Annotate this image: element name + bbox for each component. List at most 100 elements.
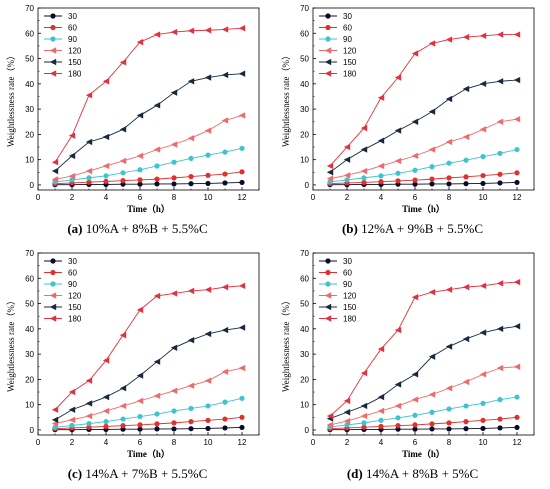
series-line-60: [54, 171, 243, 185]
data-point-180: [377, 345, 385, 353]
data-point-120: [496, 118, 504, 125]
data-point-120: [343, 172, 351, 179]
data-point-120: [68, 416, 76, 424]
panel-d: 0 2 4 6 8 10 12 0 10 20 30 40 50 60 70 Time（h） Weightles…: [275, 245, 550, 489]
data-point-150: [119, 385, 127, 392]
x-tick-label: 12: [513, 438, 522, 447]
data-point-30: [446, 181, 452, 187]
data-point-180: [119, 59, 127, 66]
x-axis-title: Time（h）: [127, 449, 170, 459]
series-line-120: [329, 366, 518, 426]
data-point-90: [205, 152, 211, 158]
data-point-60: [463, 174, 469, 180]
y-tick-label: 10: [25, 401, 34, 410]
panel-label-c: (c): [67, 466, 83, 481]
legend-marker-60: [50, 24, 56, 31]
data-point-30: [171, 181, 177, 187]
y-tick-label: 70: [25, 249, 34, 258]
data-point-150: [462, 335, 470, 343]
data-point-60: [412, 422, 418, 428]
x-tick-label: 12: [513, 193, 522, 202]
data-point-150: [428, 108, 436, 115]
data-point-120: [479, 371, 487, 378]
x-tick-label: 2: [70, 438, 75, 447]
x-tick-label: 6: [413, 438, 418, 447]
data-point-120: [326, 175, 334, 182]
data-point-90: [171, 159, 177, 165]
x-tick-label: 0: [311, 438, 316, 447]
y-tick-label: 50: [300, 300, 309, 309]
legend-label-90: 90: [68, 35, 77, 44]
data-point-60: [480, 172, 486, 179]
data-point-180: [513, 278, 521, 286]
data-point-150: [428, 353, 436, 360]
data-point-180: [377, 94, 385, 101]
data-point-90: [480, 154, 486, 160]
x-tick-label: 4: [379, 438, 384, 447]
data-point-180: [204, 27, 212, 34]
data-point-60: [514, 414, 520, 420]
data-point-90: [361, 420, 367, 426]
legend-label-180: 180: [68, 70, 82, 79]
data-point-30: [239, 424, 245, 431]
data-point-150: [170, 344, 178, 351]
x-tick-label: 10: [479, 193, 488, 202]
caption-text-c: 14%A + 7%B + 5.5%C: [85, 466, 208, 481]
data-point-90: [222, 149, 228, 155]
data-point-90: [171, 408, 177, 414]
y-tick-label: 20: [300, 130, 309, 139]
series-line-90: [54, 397, 243, 428]
y-tick-label: 10: [300, 156, 309, 165]
data-point-120: [85, 412, 93, 420]
data-point-180: [445, 286, 453, 293]
plot-frame-b: [312, 7, 535, 191]
x-tick-label: 0: [36, 193, 41, 202]
legend-label-180: 180: [343, 70, 357, 79]
data-point-60: [103, 423, 109, 430]
legend-marker-30: [50, 13, 56, 19]
data-point-30: [205, 180, 211, 187]
data-point-30: [188, 426, 194, 432]
data-point-90: [120, 416, 126, 422]
data-point-90: [188, 155, 194, 162]
data-point-180: [479, 32, 487, 40]
data-point-150: [360, 402, 368, 410]
data-point-90: [344, 422, 350, 428]
data-point-60: [395, 178, 401, 184]
legend-label-150: 150: [68, 58, 82, 67]
data-point-180: [360, 369, 368, 377]
legend-label-30: 30: [343, 12, 352, 21]
data-point-120: [187, 382, 195, 389]
data-point-150: [85, 400, 93, 407]
data-point-60: [222, 416, 228, 422]
y-tick-label: 0: [305, 181, 310, 190]
y-tick-label: 10: [300, 401, 309, 410]
series-line-150: [54, 73, 243, 172]
data-point-150: [221, 71, 229, 79]
legend-label-60: 60: [343, 24, 352, 33]
data-point-90: [395, 415, 401, 421]
x-tick-label: 4: [104, 193, 109, 202]
data-point-90: [514, 146, 520, 153]
data-point-150: [462, 85, 470, 93]
y-axis-title: Weightlessness rate（%）: [281, 51, 291, 147]
legend-label-60: 60: [68, 269, 77, 278]
data-point-180: [170, 290, 178, 297]
x-tick-label: 0: [311, 193, 316, 202]
data-point-120: [102, 162, 110, 170]
data-point-180: [153, 31, 161, 38]
y-tick-label: 20: [300, 375, 309, 384]
chart-a: 0 2 4 6 8 10 12010203040506070Time（h）Weightles…: [6, 4, 260, 214]
panel-label-b: (b): [341, 221, 358, 236]
data-point-120: [377, 162, 385, 170]
data-point-30: [239, 179, 245, 186]
data-point-120: [513, 116, 521, 123]
legend-marker-150: [49, 303, 57, 311]
data-point-180: [187, 27, 195, 34]
y-tick-label: 50: [300, 55, 309, 64]
data-point-120: [136, 152, 144, 160]
data-point-120: [170, 141, 178, 148]
data-point-180: [326, 162, 334, 170]
legend-label-30: 30: [68, 12, 77, 21]
data-point-150: [496, 325, 504, 333]
